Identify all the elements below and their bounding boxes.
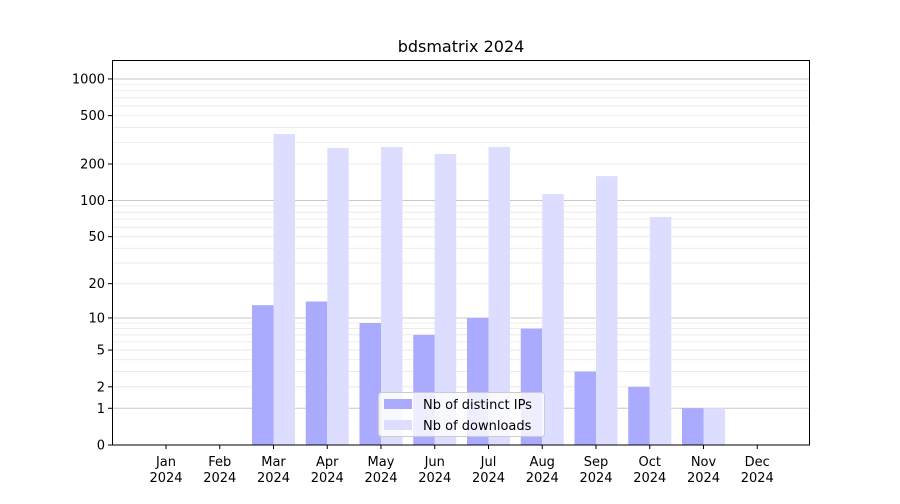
x-tick-label-year: 2024 <box>364 471 397 486</box>
legend-label: Nb of distinct IPs <box>423 398 532 413</box>
x-tick-label-year: 2024 <box>526 471 559 486</box>
x-tick-label-year: 2024 <box>579 471 612 486</box>
bar-downloads <box>273 134 295 445</box>
chart-title: bdsmatrix 2024 <box>398 37 525 56</box>
grid-lines <box>112 78 810 446</box>
bar-distinct-ips <box>628 386 650 445</box>
bar-downloads <box>327 147 349 445</box>
y-tick-label: 20 <box>88 277 105 292</box>
x-tick-label-year: 2024 <box>472 471 505 486</box>
y-tick-label: 200 <box>80 158 105 173</box>
x-tick-label-year: 2024 <box>633 471 666 486</box>
x-tick-label-month: Apr <box>316 455 339 470</box>
y-tick-label: 2 <box>97 380 105 395</box>
x-tick-label-year: 2024 <box>257 471 290 486</box>
x-tick-label-month: Jul <box>480 455 497 470</box>
y-tick-label: 100 <box>80 194 105 209</box>
bar-downloads <box>542 194 564 445</box>
x-tick-label-year: 2024 <box>203 471 236 486</box>
y-tick-label: 1000 <box>72 72 105 87</box>
y-tick-label: 1 <box>97 402 105 417</box>
legend: Nb of distinct IPs Nb of downloads <box>378 392 545 437</box>
bar-downloads <box>434 153 457 445</box>
legend-label: Nb of downloads <box>423 419 532 434</box>
bar-distinct-ips <box>359 323 381 445</box>
x-tick-label-month: Feb <box>208 455 231 470</box>
legend-swatch <box>384 399 412 409</box>
x-tick-label-month: Nov <box>691 455 717 470</box>
x-tick-label-month: Sep <box>584 455 609 470</box>
y-axis: 0 1 2 5 10 20 50 100 200 500 1000 <box>72 72 112 454</box>
x-tick-label-month: Dec <box>745 455 770 470</box>
x-tick-label-year: 2024 <box>149 471 182 486</box>
bar-downloads <box>649 216 672 445</box>
legend-box <box>378 392 545 437</box>
bar-distinct-ips <box>305 301 328 445</box>
y-tick-label: 5 <box>97 344 105 359</box>
y-tick-label: 10 <box>88 311 105 326</box>
bar-downloads <box>488 147 510 446</box>
x-tick-label-month: Mar <box>261 455 286 470</box>
y-tick-label: 500 <box>80 109 105 124</box>
y-tick-label: 0 <box>97 439 105 454</box>
x-tick-label-year: 2024 <box>741 471 774 486</box>
bar-distinct-ips <box>252 305 274 445</box>
x-axis: Jan2024Feb2024Mar2024Apr2024May2024Jun20… <box>149 445 774 486</box>
bar-downloads <box>381 147 403 446</box>
x-tick-label-month: Jun <box>424 455 445 470</box>
x-tick-label-month: Oct <box>639 455 661 470</box>
legend-swatch <box>384 420 412 430</box>
x-tick-label-month: Jan <box>155 455 176 470</box>
bar-downloads <box>596 176 618 446</box>
bar-downloads <box>703 408 725 445</box>
y-tick-label: 50 <box>88 230 105 245</box>
x-tick-label-year: 2024 <box>311 471 344 486</box>
x-tick-label-month: May <box>368 455 395 470</box>
x-tick-label-year: 2024 <box>418 471 451 486</box>
bar-distinct-ips <box>682 408 704 445</box>
plot-frame <box>112 60 810 446</box>
x-tick-label-year: 2024 <box>687 471 720 486</box>
x-tick-label-month: Aug <box>530 455 555 470</box>
bar-distinct-ips <box>574 371 596 445</box>
